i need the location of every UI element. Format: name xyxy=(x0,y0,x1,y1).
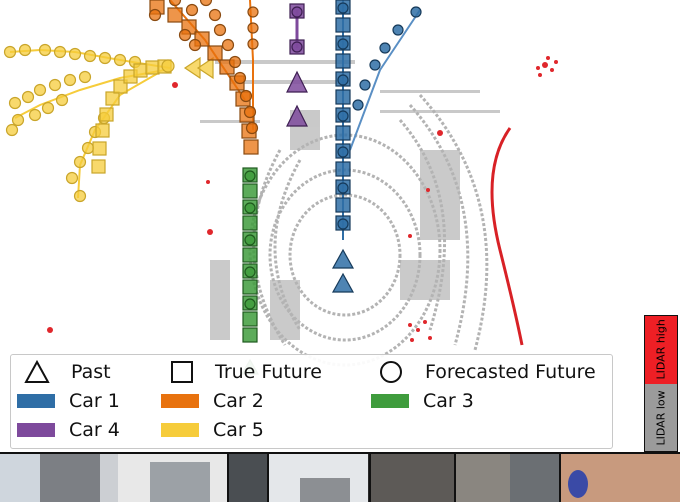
square-icon xyxy=(171,361,193,383)
legend-car-4: Car 4 xyxy=(17,417,120,443)
legend-car-2-label: Car 2 xyxy=(213,390,264,412)
car-3-swatch xyxy=(371,394,409,408)
car-3-trajectory xyxy=(240,167,260,375)
car-2-trajectory xyxy=(148,0,259,155)
camera-image-strip xyxy=(0,452,680,502)
camera-frames xyxy=(0,454,680,502)
lidar-high-points xyxy=(47,56,558,342)
lidar-high-label: LIDAR high xyxy=(654,319,668,380)
lidar-colorbar: LIDAR high LIDAR low xyxy=(644,315,678,452)
lidar-high-swatch xyxy=(645,316,677,384)
legend-past: Past xyxy=(23,359,111,385)
legend-past-label: Past xyxy=(71,361,111,383)
legend-true-future: True Future xyxy=(169,359,322,385)
legend-car-1-label: Car 1 xyxy=(69,390,120,412)
bev-scene xyxy=(3,0,558,375)
car-1-trajectory xyxy=(331,0,422,293)
legend-forecasted-future: Forecasted Future xyxy=(377,359,596,385)
legend-car-3: Car 3 xyxy=(371,388,474,414)
legend-car-5: Car 5 xyxy=(161,417,264,443)
legend-car-4-label: Car 4 xyxy=(69,419,120,441)
car-4-swatch xyxy=(17,423,55,437)
car-5-trajectories xyxy=(3,43,214,203)
lidar-low-swatch xyxy=(645,383,677,451)
car-5-swatch xyxy=(161,423,199,437)
legend-car-1: Car 1 xyxy=(17,388,120,414)
car-2-swatch xyxy=(161,394,199,408)
legend-true-future-label: True Future xyxy=(215,361,322,383)
circle-icon xyxy=(380,361,402,383)
lidar-low-label: LIDAR low xyxy=(654,389,668,445)
legend-car-2: Car 2 xyxy=(161,388,264,414)
legend: Past True Future Forecasted Future Car 1… xyxy=(10,354,613,449)
legend-car-5-label: Car 5 xyxy=(213,419,264,441)
legend-forecasted-future-label: Forecasted Future xyxy=(425,361,596,383)
legend-car-3-label: Car 3 xyxy=(423,390,474,412)
triangle-icon xyxy=(24,359,50,383)
car-4-trajectory xyxy=(286,3,308,127)
car-1-swatch xyxy=(17,394,55,408)
